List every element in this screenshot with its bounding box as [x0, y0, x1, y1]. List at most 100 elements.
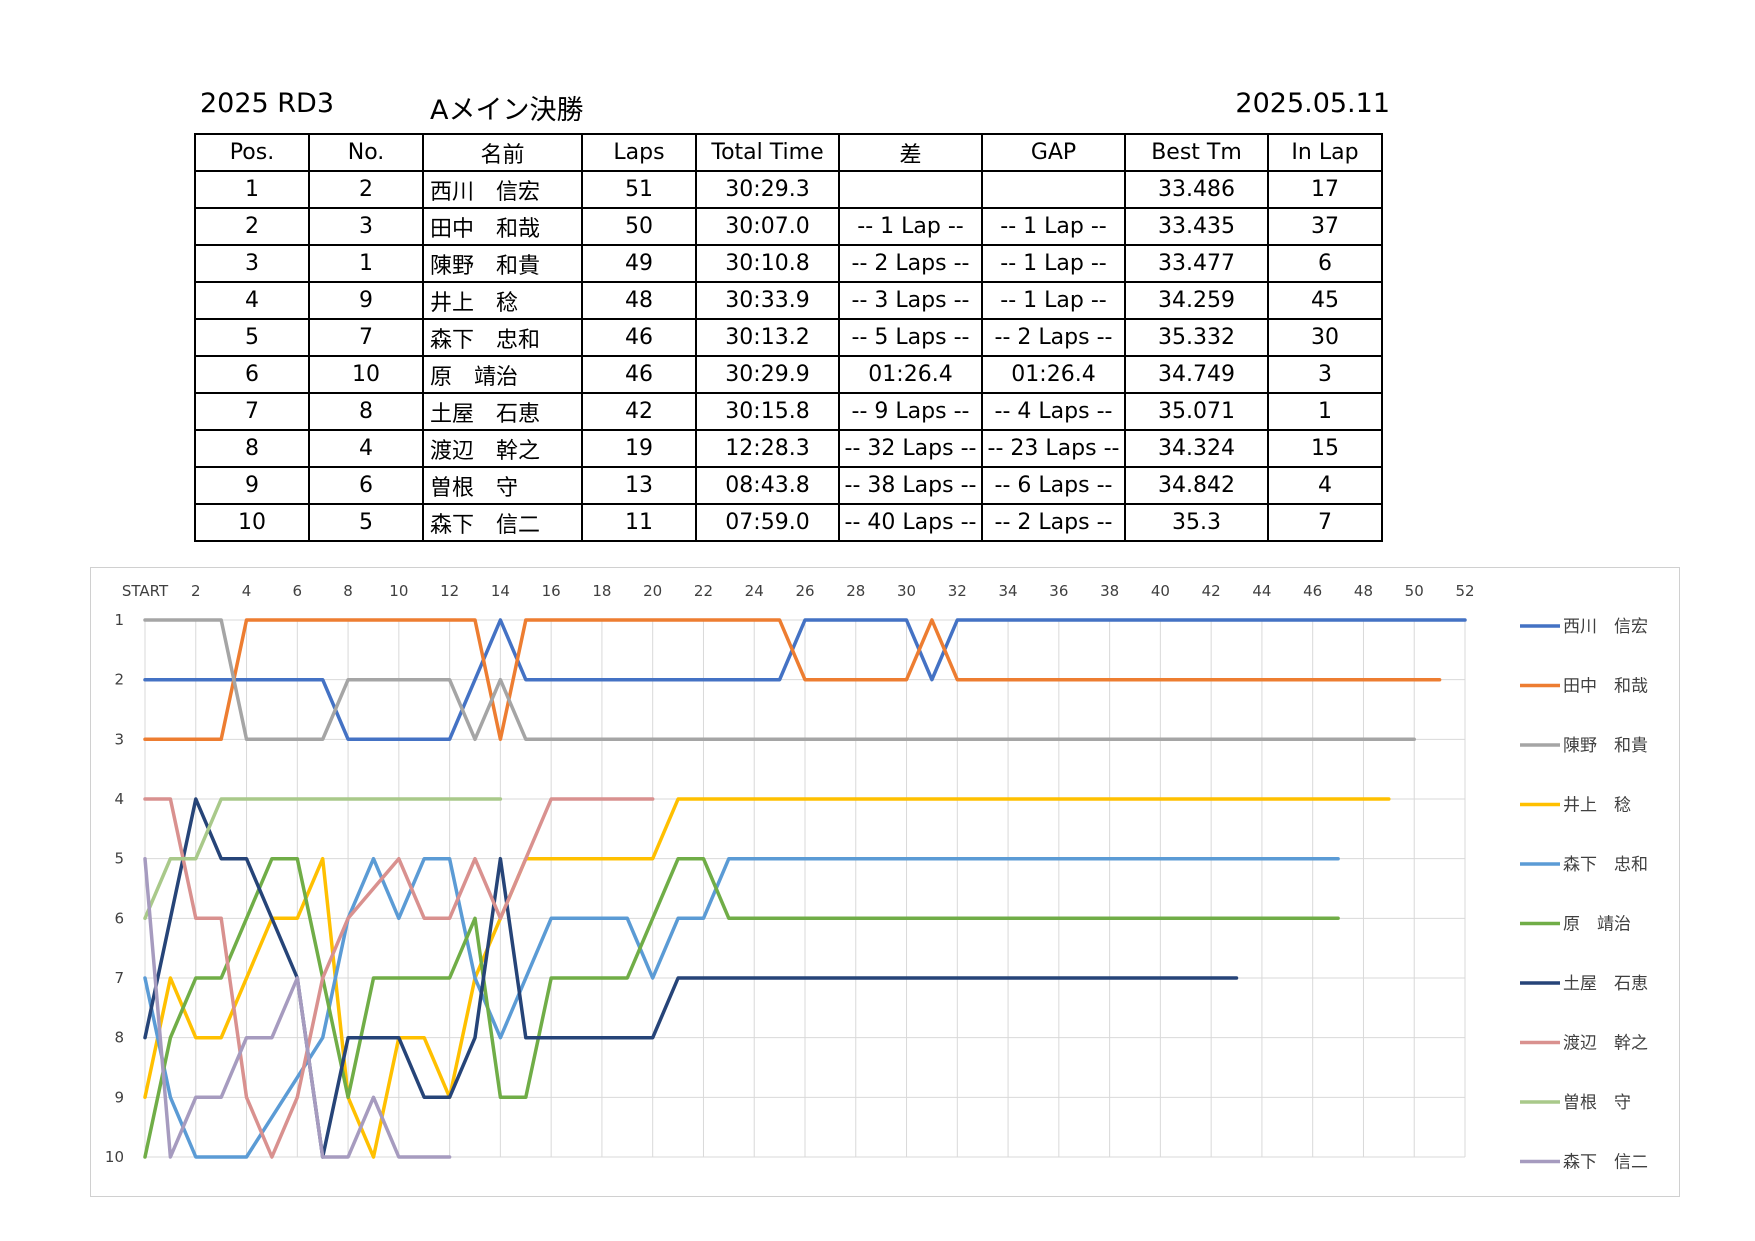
table-cell: 曽根 守: [422, 466, 583, 505]
table-cell: 2: [194, 207, 310, 246]
table-cell: -- 32 Laps --: [838, 429, 983, 468]
x-tick-label: 6: [293, 582, 303, 600]
table-cell: -- 38 Laps --: [838, 466, 983, 505]
x-tick-label: 16: [542, 582, 561, 600]
x-tick-label: 42: [1202, 582, 1221, 600]
series-line: [143, 797, 1239, 1159]
column-header: Best Tm: [1124, 133, 1269, 172]
race-date: 2025.05.11: [1235, 88, 1390, 119]
legend-label: 森下 信二: [1563, 1153, 1648, 1173]
table-cell: 48: [581, 281, 697, 320]
y-tick-label: 1: [114, 611, 124, 629]
table-cell: 34.324: [1124, 429, 1269, 468]
table-cell: 6: [194, 355, 310, 394]
series-line: [143, 618, 1467, 742]
table-row: 2 3 田中 和哉 50 30:07.0 -- 1 Lap -- -- 1 Lap -- 33…: [194, 207, 1383, 246]
table-cell: 33.477: [1124, 244, 1269, 283]
table-cell: 土屋 石恵: [422, 392, 583, 431]
x-tick-label: 40: [1151, 582, 1170, 600]
x-tick-label: 32: [948, 582, 967, 600]
table-cell: 1: [194, 170, 310, 209]
table-cell: 9: [194, 466, 310, 505]
table-cell: 17: [1267, 170, 1383, 209]
column-header: Total Time: [695, 133, 840, 172]
table-cell: -- 9 Laps --: [838, 392, 983, 431]
table-cell: 陳野 和貴: [422, 244, 583, 283]
x-tick-label: 10: [389, 582, 408, 600]
table-row: 4 9 井上 稔 48 30:33.9 -- 3 Laps -- -- 1 Lap -- 34…: [194, 281, 1383, 320]
table-cell: 35.332: [1124, 318, 1269, 357]
y-tick-label: 6: [114, 909, 124, 927]
y-tick-label: 8: [114, 1029, 124, 1047]
table-cell: 1: [308, 244, 424, 283]
x-tick-label: 20: [643, 582, 662, 600]
x-tick-label: 44: [1252, 582, 1271, 600]
x-tick-label: 38: [1100, 582, 1119, 600]
table-row: 5 7 森下 忠和 46 30:13.2 -- 5 Laps -- -- 2 Laps --…: [194, 318, 1383, 357]
table-cell: 2: [308, 170, 424, 209]
table-cell: 1: [1267, 392, 1383, 431]
series-line: [143, 856, 452, 1159]
table-cell: 原 靖治: [422, 355, 583, 394]
y-tick-label: 7: [114, 969, 124, 987]
table-cell: 8: [194, 429, 310, 468]
table-cell: 11: [581, 503, 697, 542]
table-cell: 30:29.9: [695, 355, 840, 394]
x-tick-label: 14: [491, 582, 510, 600]
table-cell: 30:10.8: [695, 244, 840, 283]
y-tick-label: 3: [114, 730, 124, 748]
table-cell: 37: [1267, 207, 1383, 246]
table-cell: -- 40 Laps --: [838, 503, 983, 542]
table-cell: 30:15.8: [695, 392, 840, 431]
table-cell: 34.749: [1124, 355, 1269, 394]
legend-label: 渡辺 幹之: [1563, 1033, 1648, 1054]
series-line: [143, 618, 1416, 742]
series-line: [143, 618, 1442, 742]
column-header: GAP: [981, 133, 1126, 172]
table-cell: 30:29.3: [695, 170, 840, 209]
table-cell: 5: [194, 318, 310, 357]
table-cell: 07:59.0: [695, 503, 840, 542]
table-cell: 3: [1267, 355, 1383, 394]
table-cell: 08:43.8: [695, 466, 840, 505]
table-cell: 34.259: [1124, 281, 1269, 320]
table-cell: 33.435: [1124, 207, 1269, 246]
round-label: 2025 RD3: [200, 88, 335, 119]
x-tick-label: 22: [694, 582, 713, 600]
table-cell: 35.071: [1124, 392, 1269, 431]
table-cell: 01:26.4: [838, 355, 983, 394]
x-tick-label: 30: [897, 582, 916, 600]
series-line: [143, 797, 655, 1159]
table-cell: 51: [581, 170, 697, 209]
table-cell: 森下 信二: [422, 503, 583, 542]
x-tick-label: 4: [242, 582, 252, 600]
column-header: Pos.: [194, 133, 310, 172]
table-cell: -- 5 Laps --: [838, 318, 983, 357]
table-cell: 8: [308, 392, 424, 431]
legend-label: 陳野 和貴: [1563, 736, 1648, 756]
table-row: 7 8 土屋 石恵 42 30:15.8 -- 9 Laps -- -- 4 Laps --…: [194, 392, 1383, 431]
y-tick-label: 2: [114, 671, 124, 689]
table-cell: -- 3 Laps --: [838, 281, 983, 320]
table-cell: [838, 170, 983, 209]
table-cell: 田中 和哉: [422, 207, 583, 246]
legend-label: 原 靖治: [1563, 915, 1631, 935]
table-cell: -- 1 Lap --: [981, 281, 1126, 320]
position-chart: START 2 4 6 8 10 12 14 16 18 20 22 24 26 28 30 32 34 36 38 4…: [105, 582, 1648, 1173]
column-header: No.: [308, 133, 424, 172]
table-cell: 30:13.2: [695, 318, 840, 357]
table-cell: 15: [1267, 429, 1383, 468]
column-header: Laps: [581, 133, 697, 172]
table-cell: 46: [581, 318, 697, 357]
x-tick-label: START: [122, 582, 169, 600]
column-header: In Lap: [1267, 133, 1383, 172]
x-tick-label: 12: [440, 582, 459, 600]
table-cell: -- 23 Laps --: [981, 429, 1126, 468]
table-cell: -- 4 Laps --: [981, 392, 1126, 431]
x-tick-label: 24: [745, 582, 764, 600]
legend-label: 土屋 石恵: [1563, 974, 1648, 994]
table-row: 8 4 渡辺 幹之 19 12:28.3 -- 32 Laps -- -- 23 Laps …: [194, 429, 1383, 468]
table-cell: 13: [581, 466, 697, 505]
x-tick-label: 2: [191, 582, 201, 600]
table-cell: 34.842: [1124, 466, 1269, 505]
